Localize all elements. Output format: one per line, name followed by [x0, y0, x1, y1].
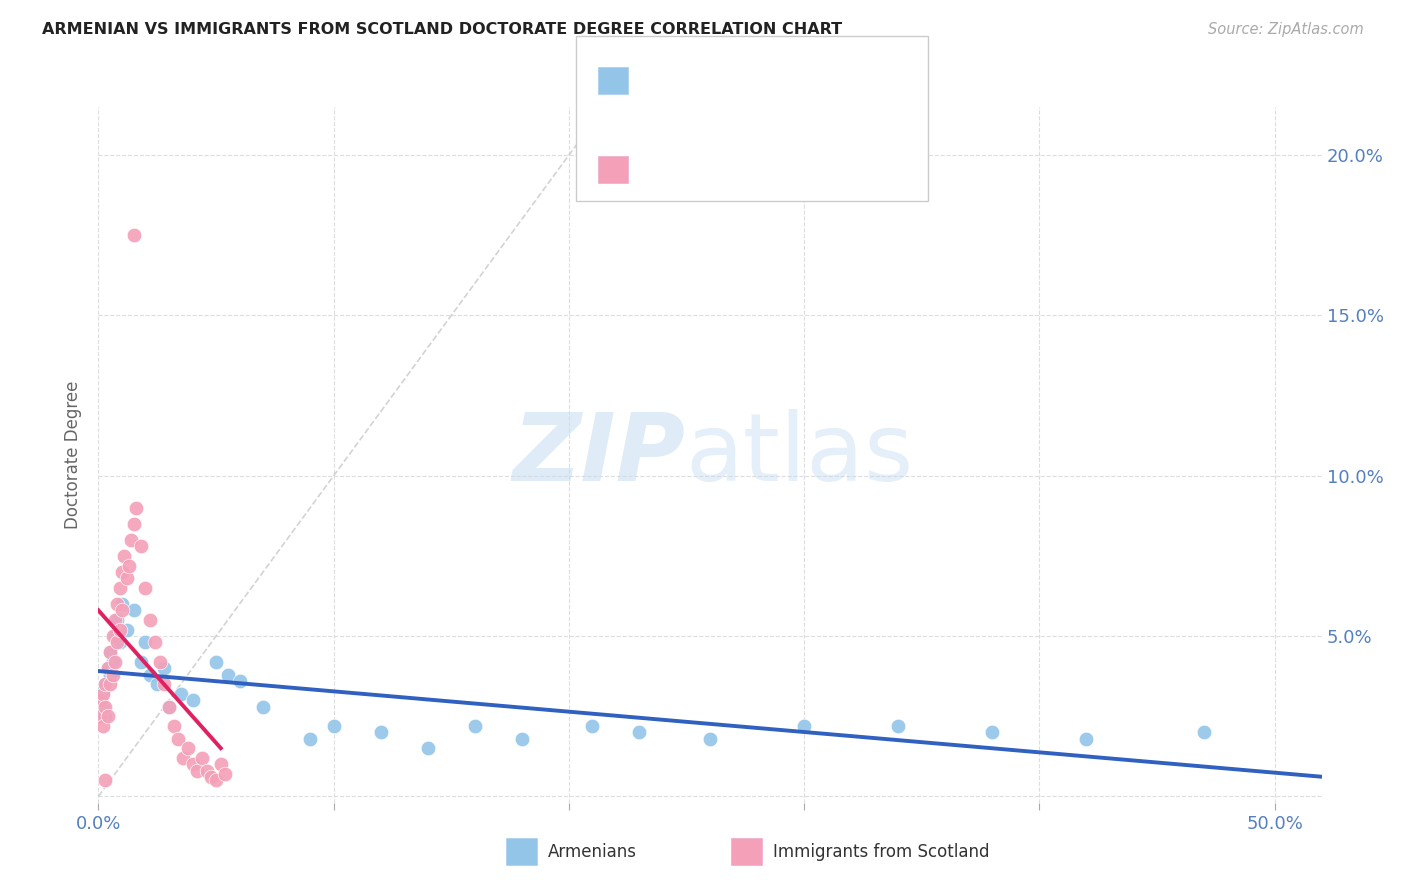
Point — [153, 661, 176, 675]
Point — [134, 581, 156, 595]
Text: Immigrants from Scotland: Immigrants from Scotland — [773, 843, 990, 861]
Text: Source: ZipAtlas.com: Source: ZipAtlas.com — [1208, 22, 1364, 37]
Text: ARMENIAN VS IMMIGRANTS FROM SCOTLAND DOCTORATE DEGREE CORRELATION CHART: ARMENIAN VS IMMIGRANTS FROM SCOTLAND DOC… — [42, 22, 842, 37]
Text: R =  0.508   N = 47: R = 0.508 N = 47 — [643, 161, 832, 178]
Point — [181, 693, 204, 707]
Point — [157, 699, 180, 714]
Point — [90, 693, 112, 707]
Point — [181, 757, 204, 772]
Point — [91, 683, 114, 698]
Point — [125, 500, 148, 515]
Point — [322, 719, 344, 733]
Point — [91, 699, 114, 714]
Point — [981, 725, 1004, 739]
Point — [464, 719, 486, 733]
Point — [170, 687, 193, 701]
Point — [104, 629, 127, 643]
Point — [581, 719, 603, 733]
Point — [122, 516, 145, 531]
Point — [200, 770, 222, 784]
Point — [1192, 725, 1215, 739]
Point — [94, 677, 117, 691]
Point — [98, 677, 121, 691]
Point — [97, 661, 120, 675]
Point — [98, 667, 121, 681]
Point — [115, 623, 138, 637]
Y-axis label: Doctorate Degree: Doctorate Degree — [65, 381, 83, 529]
Point — [105, 597, 128, 611]
Point — [91, 687, 114, 701]
Point — [134, 635, 156, 649]
Point — [104, 613, 127, 627]
Point — [120, 533, 142, 547]
Point — [108, 635, 131, 649]
Point — [186, 764, 208, 778]
Point — [118, 558, 141, 573]
Text: ZIP: ZIP — [513, 409, 686, 501]
Point — [122, 228, 145, 243]
Point — [98, 645, 121, 659]
Point — [108, 623, 131, 637]
Point — [510, 731, 533, 746]
Point — [217, 667, 239, 681]
Point — [143, 635, 166, 649]
Point — [97, 661, 120, 675]
Point — [105, 635, 128, 649]
Point — [129, 539, 152, 553]
Point — [146, 677, 169, 691]
Point — [91, 719, 114, 733]
Point — [101, 667, 124, 681]
Point — [172, 751, 194, 765]
Point — [699, 731, 721, 746]
Point — [195, 764, 218, 778]
Point — [628, 725, 651, 739]
Point — [108, 581, 131, 595]
Point — [101, 629, 124, 643]
Point — [167, 731, 190, 746]
Point — [1076, 731, 1098, 746]
Point — [191, 751, 214, 765]
Point — [149, 655, 172, 669]
Point — [252, 699, 274, 714]
Point — [112, 549, 135, 563]
Point — [97, 709, 120, 723]
Point — [105, 613, 128, 627]
Point — [94, 773, 117, 788]
Point — [370, 725, 392, 739]
Point — [205, 773, 228, 788]
Point — [111, 597, 134, 611]
Point — [94, 677, 117, 691]
Point — [139, 613, 162, 627]
Point — [416, 741, 439, 756]
Point — [139, 667, 162, 681]
Point — [111, 565, 134, 579]
Text: R = -0.323   N = 41: R = -0.323 N = 41 — [643, 71, 832, 89]
Text: atlas: atlas — [686, 409, 914, 501]
Point — [793, 719, 815, 733]
Point — [228, 673, 250, 688]
Point — [163, 719, 186, 733]
Point — [209, 757, 232, 772]
Point — [111, 603, 134, 617]
Point — [205, 655, 228, 669]
Point — [94, 709, 117, 723]
Point — [214, 767, 236, 781]
Point — [153, 677, 176, 691]
Point — [157, 699, 180, 714]
Point — [94, 699, 117, 714]
Point — [90, 709, 112, 723]
Point — [101, 655, 124, 669]
Point — [115, 571, 138, 585]
Point — [299, 731, 322, 746]
Point — [129, 655, 152, 669]
Point — [887, 719, 910, 733]
Point — [177, 741, 200, 756]
Point — [90, 693, 112, 707]
Point — [98, 645, 121, 659]
Text: Armenians: Armenians — [548, 843, 637, 861]
Point — [104, 655, 127, 669]
Point — [122, 603, 145, 617]
